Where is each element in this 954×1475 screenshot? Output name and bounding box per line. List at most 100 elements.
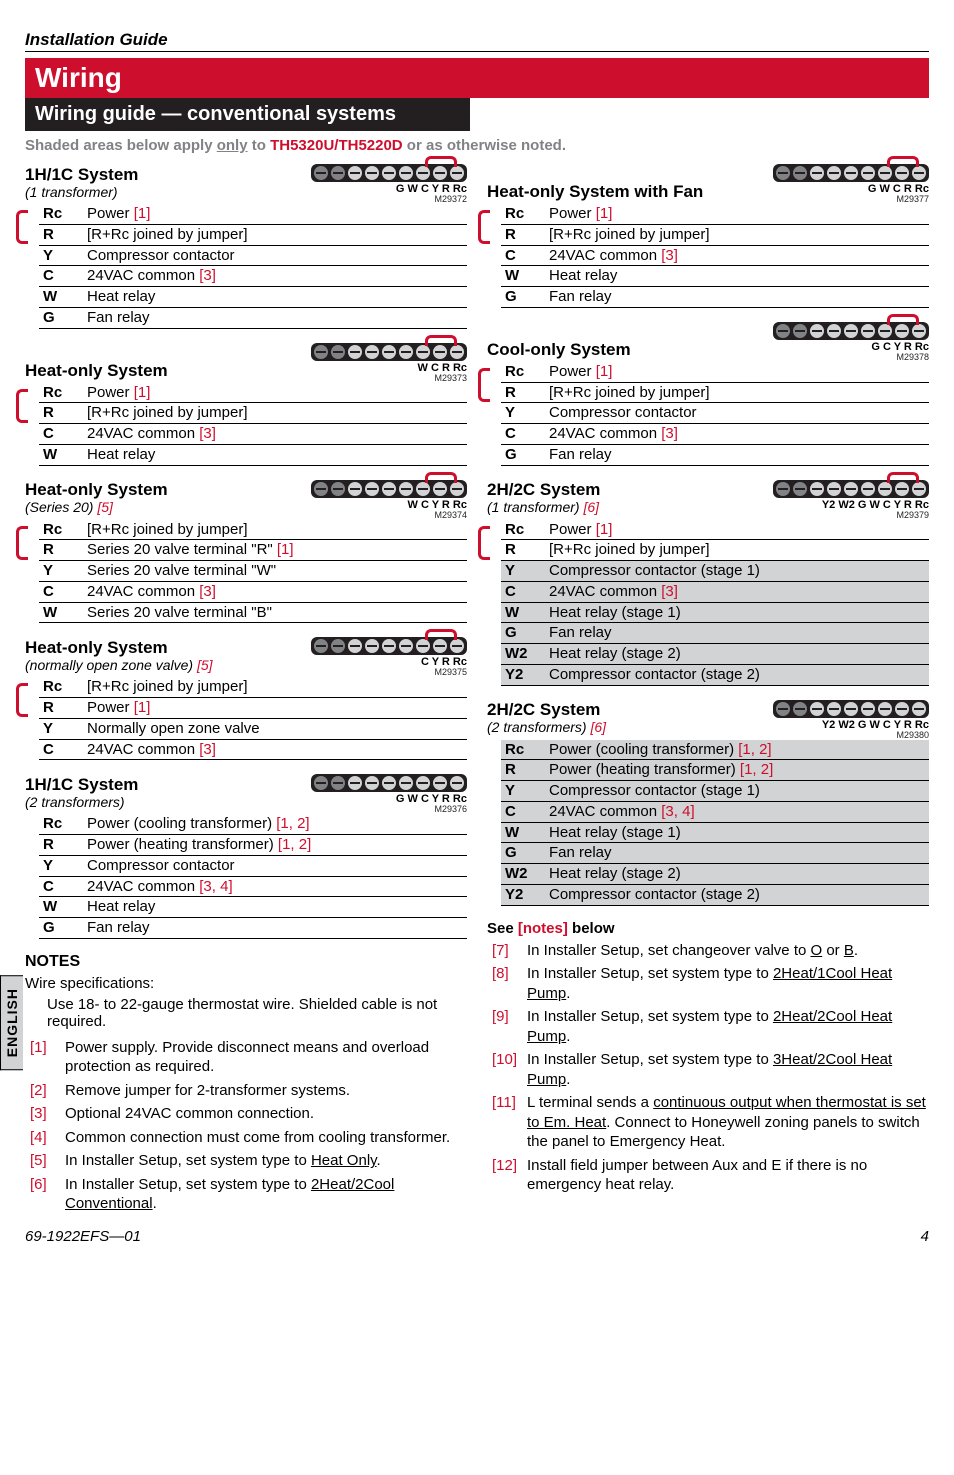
footer: 69-1922EFS—01 4 [25, 1228, 929, 1245]
wiring-system: 1H/1C System(1 transformer)G W C Y R RcM… [25, 164, 467, 329]
table-row: YCompressor contactor (stage 1) [501, 781, 929, 802]
jumper-bracket-icon [16, 526, 28, 560]
subsection-title: Wiring guide — conventional systems [25, 98, 470, 131]
jumper-bracket-icon [16, 389, 28, 423]
wiring-table: RcPower [1]R[R+Rc joined by jumper]YComp… [501, 520, 929, 686]
table-row: GFan relay [501, 287, 929, 308]
table-row: RPower [1] [39, 698, 467, 719]
wire-spec-body: Use 18- to 22-gauge thermostat wire. Shi… [47, 996, 467, 1030]
system-title: 1H/1C System [25, 166, 138, 185]
wiring-table: RcPower (cooling transformer) [1, 2]RPow… [39, 814, 467, 939]
terminal-strip: G W C Y R RcM29376 [311, 774, 467, 814]
table-row: WHeat relay (stage 1) [501, 602, 929, 623]
terminal-strip: C Y R RcM29375 [311, 637, 467, 677]
table-row: C24VAC common [3] [501, 245, 929, 266]
table-row: Y2Compressor contactor (stage 2) [501, 884, 929, 905]
diagram-number: M29375 [434, 667, 467, 677]
wiring-system: 1H/1C System(2 transformers)G W C Y R Rc… [25, 774, 467, 939]
wiring-system: Heat-only System with FanG W C R RcM2937… [487, 164, 929, 308]
table-row: YSeries 20 valve terminal "W" [39, 561, 467, 582]
jumper-bracket-icon [478, 210, 490, 244]
table-row: R[R+Rc joined by jumper] [39, 403, 467, 424]
jumper-icon [425, 629, 457, 640]
jumper-bracket-icon [16, 210, 28, 244]
table-row: RcPower [1] [39, 204, 467, 224]
table-row: C24VAC common [3] [501, 581, 929, 602]
diagram-number: M29374 [434, 510, 467, 520]
table-row: GFan relay [501, 444, 929, 465]
system-subtitle: (normally open zone valve) [5] [25, 658, 213, 673]
table-row: R[R+Rc joined by jumper] [501, 382, 929, 403]
diagram-number: M29376 [434, 804, 467, 814]
wiring-table: RcPower [1]R[R+Rc joined by jumper]C24VA… [39, 383, 467, 466]
note-item: [6]In Installer Setup, set system type t… [65, 1175, 467, 1214]
jumper-bracket-icon [478, 526, 490, 560]
table-row: RcPower (cooling transformer) [1, 2] [501, 740, 929, 760]
system-title: Heat-only System [25, 362, 168, 381]
diagram-number: M29377 [896, 194, 929, 204]
notes-list-left: [1]Power supply. Provide disconnect mean… [25, 1038, 467, 1214]
diagram-number: M29378 [896, 352, 929, 362]
system-subtitle: (1 transformer) [25, 185, 138, 200]
jumper-icon [425, 335, 457, 346]
table-row: C24VAC common [3, 4] [501, 801, 929, 822]
table-row: C24VAC common [3] [39, 266, 467, 287]
wiring-system: 2H/2C System(1 transformer) [6]Y2 W2 G W… [487, 480, 929, 686]
system-title: 2H/2C System [487, 481, 600, 500]
system-subtitle: (2 transformers) [25, 795, 138, 810]
table-row: WHeat relay [39, 897, 467, 918]
note-item: [4]Common connection must come from cool… [65, 1128, 467, 1148]
table-row: RPower (heating transformer) [1, 2] [501, 760, 929, 781]
terminal-strip: W C R RcM29373 [311, 343, 467, 383]
table-row: W2Heat relay (stage 2) [501, 864, 929, 885]
table-row: WHeat relay [39, 287, 467, 308]
table-row: RcPower [1] [39, 383, 467, 403]
notes-heading: NOTES [25, 953, 467, 971]
jumper-icon [425, 472, 457, 483]
table-row: RcPower (cooling transformer) [1, 2] [39, 814, 467, 834]
wiring-system: 2H/2C System(2 transformers) [6]Y2 W2 G … [487, 700, 929, 906]
system-title: Cool-only System [487, 341, 631, 360]
table-row: GFan relay [501, 623, 929, 644]
table-row: RcPower [1] [501, 520, 929, 540]
system-title: Heat-only System with Fan [487, 183, 703, 202]
table-row: GFan relay [39, 918, 467, 939]
guide-title: Installation Guide [25, 30, 929, 52]
jumper-icon [425, 156, 457, 167]
note-item: [1]Power supply. Provide disconnect mean… [65, 1038, 467, 1077]
wiring-table: RcPower [1]R[R+Rc joined by jumper]C24VA… [501, 204, 929, 308]
wiring-table: RcPower [1]R[R+Rc joined by jumper]YComp… [501, 362, 929, 466]
wire-spec-heading: Wire specifications: [25, 975, 467, 992]
diagram-number: M29379 [896, 510, 929, 520]
doc-number: 69-1922EFS—01 [25, 1228, 141, 1245]
jumper-icon [887, 156, 919, 167]
jumper-bracket-icon [478, 368, 490, 402]
system-subtitle: (Series 20) [5] [25, 500, 168, 515]
wiring-table: RcPower (cooling transformer) [1, 2]RPow… [501, 740, 929, 906]
table-row: R[R+Rc joined by jumper] [501, 540, 929, 561]
table-row: YCompressor contactor [39, 855, 467, 876]
note-item: [9]In Installer Setup, set system type t… [527, 1007, 929, 1046]
wiring-system: Cool-only SystemG C Y R RcM29378RcPower … [487, 322, 929, 466]
section-title: Wiring [25, 58, 929, 98]
diagram-number: M29373 [434, 373, 467, 383]
table-row: YCompressor contactor [501, 403, 929, 424]
wiring-table: Rc[R+Rc joined by jumper]RPower [1]YNorm… [39, 677, 467, 760]
note-item: [5]In Installer Setup, set system type t… [65, 1151, 467, 1171]
diagram-number: M29372 [434, 194, 467, 204]
system-title: 2H/2C System [487, 701, 606, 720]
note-item: [12]Install field jumper between Aux and… [527, 1156, 929, 1195]
note-item: [11]L terminal sends a continuous output… [527, 1093, 929, 1152]
system-title: Heat-only System [25, 639, 213, 658]
table-row: YCompressor contactor (stage 1) [501, 561, 929, 582]
terminal-strip: Y2 W2 G W C Y R RcM29380 [773, 700, 929, 740]
table-row: WHeat relay (stage 1) [501, 822, 929, 843]
diagram-number: M29380 [896, 730, 929, 740]
terminal-strip: Y2 W2 G W C Y R RcM29379 [773, 480, 929, 520]
note-item: [2]Remove jumper for 2-transformer syste… [65, 1081, 467, 1101]
page-number: 4 [921, 1228, 929, 1245]
table-row: W2Heat relay (stage 2) [501, 644, 929, 665]
wiring-table: Rc[R+Rc joined by jumper]RSeries 20 valv… [39, 520, 467, 624]
table-row: R[R+Rc joined by jumper] [39, 224, 467, 245]
table-row: Y2Compressor contactor (stage 2) [501, 664, 929, 685]
